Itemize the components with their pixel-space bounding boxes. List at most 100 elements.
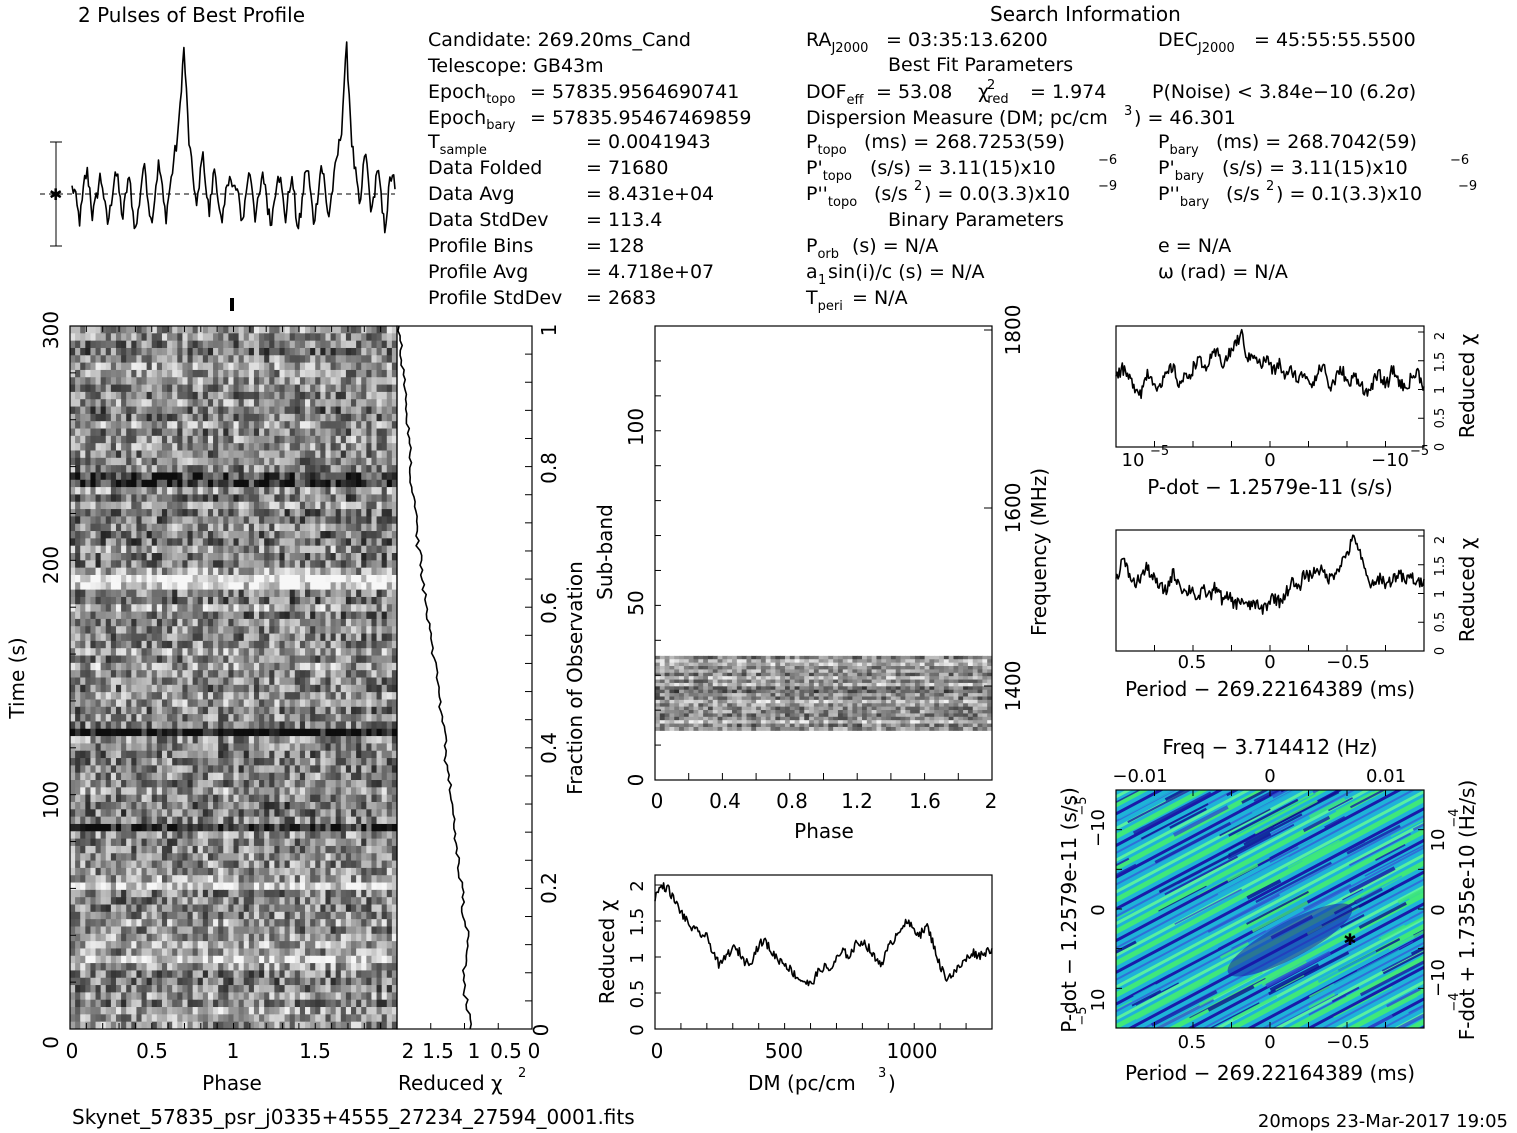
time-phase-cell <box>310 633 316 642</box>
time-phase-cell <box>305 750 311 759</box>
time-phase-cell <box>228 457 235 466</box>
time-phase-cell <box>289 333 296 342</box>
epoch-bary-label: Epochbary <box>428 107 516 133</box>
time-phase-cell <box>340 801 347 810</box>
time-phase-cell <box>223 516 229 525</box>
time-phase-cell <box>335 501 342 510</box>
time-phase-cell <box>105 867 112 876</box>
time-phase-cell <box>243 860 250 869</box>
time-phase-cell <box>243 875 250 884</box>
time-phase-cell <box>146 743 153 752</box>
time-phase-cell <box>95 670 102 679</box>
time-phase-cell <box>218 589 224 598</box>
time-phase-cell <box>366 604 373 613</box>
time-phase-cell <box>340 838 347 847</box>
time-phase-cell <box>156 369 163 378</box>
time-phase-cell <box>345 333 352 342</box>
time-phase-cell <box>238 399 245 408</box>
time-phase-cell <box>238 758 245 766</box>
time-phase-cell <box>126 457 132 466</box>
time-phase-cell <box>264 648 270 657</box>
time-phase-cell <box>294 494 301 503</box>
time-phase-cell <box>371 472 378 481</box>
time-phase-cell <box>259 714 265 723</box>
time-phase-cell <box>136 875 143 884</box>
time-phase-cell <box>264 413 270 422</box>
time-phase-cell <box>121 845 127 854</box>
time-phase-cell <box>131 721 138 730</box>
time-phase-cell <box>177 406 184 415</box>
time-phase-cell <box>100 553 107 561</box>
time-phase-cell <box>269 765 275 774</box>
time-phase-cell <box>269 662 275 671</box>
time-phase-cell <box>366 765 373 774</box>
time-phase-cell <box>289 443 296 452</box>
time-phase-cell <box>264 794 270 803</box>
time-phase-cell <box>366 831 373 840</box>
time-phase-cell <box>110 838 117 847</box>
chi2red-value: = 1.974 <box>1030 81 1106 103</box>
time-phase-cell <box>115 428 122 437</box>
time-phase-cell <box>315 728 321 737</box>
time-phase-cell <box>75 780 81 788</box>
time-phase-cell <box>259 553 265 561</box>
time-phase-cell <box>223 574 229 583</box>
time-phase-cell <box>197 472 204 481</box>
time-phase-cell <box>361 421 367 430</box>
time-phase-cell <box>299 384 306 393</box>
time-phase-cell <box>228 692 235 701</box>
time-phase-cell <box>110 780 117 788</box>
time-phase-cell <box>156 823 163 832</box>
time-phase-cell <box>105 428 112 437</box>
time-phase-cell <box>238 567 245 576</box>
time-phase-cell <box>305 684 311 693</box>
time-phase-cell <box>330 421 337 430</box>
time-phase-cell <box>325 567 332 576</box>
time-phase-cell <box>305 501 311 510</box>
time-phase-cell <box>213 406 219 415</box>
time-phase-cell <box>371 545 378 554</box>
time-phase-cell <box>228 596 235 605</box>
time-phase-cell <box>213 640 219 649</box>
time-phase-cell <box>366 369 373 378</box>
time-phase-cell <box>361 582 367 591</box>
time-phase-cell <box>356 347 362 356</box>
time-phase-cell <box>187 355 194 364</box>
time-phase-cell <box>136 823 143 832</box>
time-phase-cell <box>151 816 158 825</box>
time-phase-cell <box>151 487 158 496</box>
time-phase-cell <box>371 875 378 884</box>
time-phase-cell <box>361 714 367 723</box>
time-phase-cell <box>361 553 367 561</box>
time-phase-cell <box>320 494 327 503</box>
time-phase-cell <box>391 523 397 532</box>
time-phase-cell <box>141 333 148 342</box>
time-phase-cell <box>264 333 270 342</box>
time-phase-cell <box>274 516 281 525</box>
time-phase-cell <box>218 472 224 481</box>
time-phase-cell <box>146 611 153 620</box>
time-phase-cell <box>233 567 240 576</box>
time-phase-cell <box>345 443 352 452</box>
time-phase-cell <box>131 787 138 796</box>
time-phase-cell <box>391 362 397 371</box>
time-phase-cell <box>126 516 132 525</box>
time-phase-cell <box>223 391 229 400</box>
time-phase-cell <box>264 428 270 437</box>
time-phase-cell <box>131 838 138 847</box>
time-phase-cell <box>243 377 250 386</box>
time-phase-cell <box>233 677 240 686</box>
time-phase-cell <box>340 604 347 613</box>
time-phase-cell <box>351 567 357 576</box>
time-phase-cell <box>151 553 158 561</box>
time-phase-cell <box>294 721 301 730</box>
time-phase-cell <box>207 860 214 869</box>
time-phase-cell <box>345 677 352 686</box>
time-phase-cell <box>376 443 383 452</box>
time-phase-cell <box>233 823 240 832</box>
time-phase-cell <box>356 640 362 649</box>
time-phase-cell <box>284 860 291 869</box>
time-phase-cell <box>253 399 260 408</box>
time-phase-cell <box>213 765 219 774</box>
time-phase-cell <box>197 421 204 430</box>
